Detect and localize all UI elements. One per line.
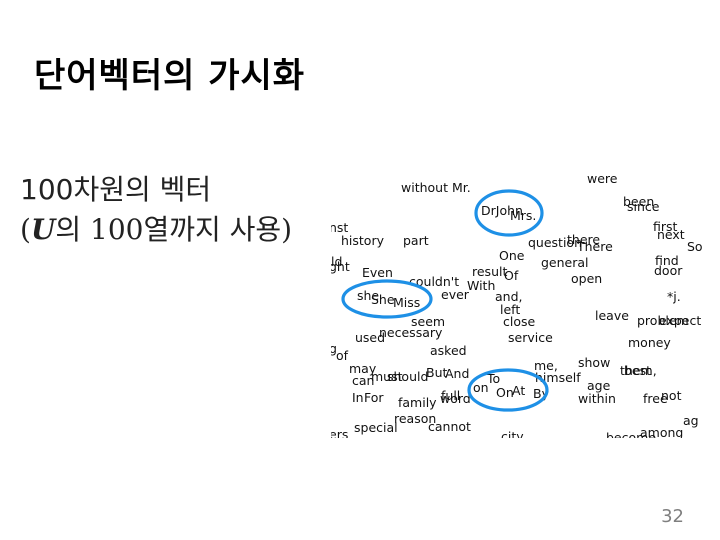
word-label: With xyxy=(467,278,495,293)
body-text: 100차원의 벡터 (U의 100열까지 사용) xyxy=(20,170,292,250)
word-label: on xyxy=(473,380,489,395)
word-label: reason xyxy=(394,411,436,426)
word-label: Of xyxy=(504,268,519,283)
word-label: history xyxy=(341,233,385,248)
word-label: expect xyxy=(659,313,701,328)
word-label: without xyxy=(401,180,448,195)
word-label: To xyxy=(486,371,500,386)
word-label: There xyxy=(576,239,613,254)
word-label: She xyxy=(371,292,395,307)
word-label: In xyxy=(352,390,364,405)
highlight-circles xyxy=(341,189,549,412)
word-label: within xyxy=(578,391,616,406)
word-label: And xyxy=(445,366,469,381)
slide-title: 단어벡터의 가시화 xyxy=(34,56,306,96)
word-label: DrJohn xyxy=(481,203,523,218)
word-label: Even xyxy=(362,265,393,280)
word-label: show xyxy=(578,355,610,370)
word-label: One xyxy=(499,248,525,263)
word-label: must xyxy=(371,369,403,384)
word-label: special xyxy=(354,420,398,435)
word-label: Mr. xyxy=(452,180,471,195)
word-label: ag xyxy=(683,413,699,428)
word-label: used xyxy=(355,330,385,345)
word-label: seem xyxy=(411,314,445,329)
word-label: open xyxy=(571,271,602,286)
word-label: find xyxy=(655,253,679,268)
word-label: she xyxy=(357,288,379,303)
word-label: ght xyxy=(331,259,350,274)
word-label: g xyxy=(331,341,337,356)
word-label: question xyxy=(528,235,582,250)
word-label: since xyxy=(627,199,660,214)
word-label: and, xyxy=(495,289,523,304)
word-label: full xyxy=(441,388,460,403)
word-label: door xyxy=(654,263,683,278)
word-label: part xyxy=(403,233,429,248)
word-label: At xyxy=(512,383,525,398)
word-label: word xyxy=(440,391,471,406)
word-label: ld xyxy=(331,254,342,269)
body-line-2-rest: 의 100열까지 사용) xyxy=(55,213,293,246)
body-line-2: (U의 100열까지 사용) xyxy=(20,210,292,250)
word-label: On xyxy=(496,385,514,400)
open-paren: ( xyxy=(20,213,31,246)
word-label: ers xyxy=(331,427,348,438)
word-label: were xyxy=(587,171,618,186)
word-label: Miss xyxy=(393,295,420,310)
word-label: leave xyxy=(595,308,629,323)
word-label: me, xyxy=(534,358,558,373)
word-label: couldn't xyxy=(409,274,459,289)
matrix-variable: U xyxy=(30,213,56,246)
circle-pronoun-cluster xyxy=(341,279,433,319)
word-label: among xyxy=(640,425,683,438)
word-label: next xyxy=(657,227,685,242)
body-line-1: 100차원의 벡터 xyxy=(20,173,212,206)
word-label: money xyxy=(628,335,671,350)
word-label: left xyxy=(500,302,520,317)
word-label: there xyxy=(567,232,600,247)
circle-preposition-cluster xyxy=(467,368,549,412)
word-label: himself xyxy=(535,370,581,385)
word-label: service xyxy=(508,330,553,345)
word-label: necessary xyxy=(379,325,443,340)
word-label: close xyxy=(503,314,536,329)
word-label: city xyxy=(501,429,524,438)
word-label: first xyxy=(653,219,678,234)
word-label: *j. xyxy=(667,289,681,304)
circle-titles-cluster xyxy=(474,189,544,237)
word-label: of xyxy=(336,348,349,363)
word-label: them, xyxy=(620,363,657,378)
word-vector-plot: were without Mr. been since DrJohn Mrs. first ns… xyxy=(331,165,702,438)
word-label: age xyxy=(587,378,611,393)
page-number: 32 xyxy=(661,506,684,527)
word-label: not xyxy=(661,388,682,403)
word-label: For xyxy=(364,390,384,405)
word-label: free xyxy=(643,391,668,406)
word-label: best xyxy=(624,363,651,378)
word-label: been xyxy=(623,194,654,209)
word-label: nst xyxy=(331,220,348,235)
word-label: Mrs. xyxy=(510,208,536,223)
word-label: So xyxy=(687,239,702,254)
word-label: cannot xyxy=(428,419,471,434)
word-label: family xyxy=(398,395,437,410)
word-label: asked xyxy=(430,343,467,358)
word-label: problem xyxy=(637,313,689,328)
word-label: general xyxy=(541,255,589,270)
word-label: may xyxy=(349,361,377,376)
word-label: should xyxy=(387,369,428,384)
word-label: result xyxy=(472,264,507,279)
word-label: But xyxy=(426,365,447,380)
word-label: can xyxy=(352,373,374,388)
word-label: become xyxy=(606,430,656,438)
word-label: ever xyxy=(441,287,470,302)
